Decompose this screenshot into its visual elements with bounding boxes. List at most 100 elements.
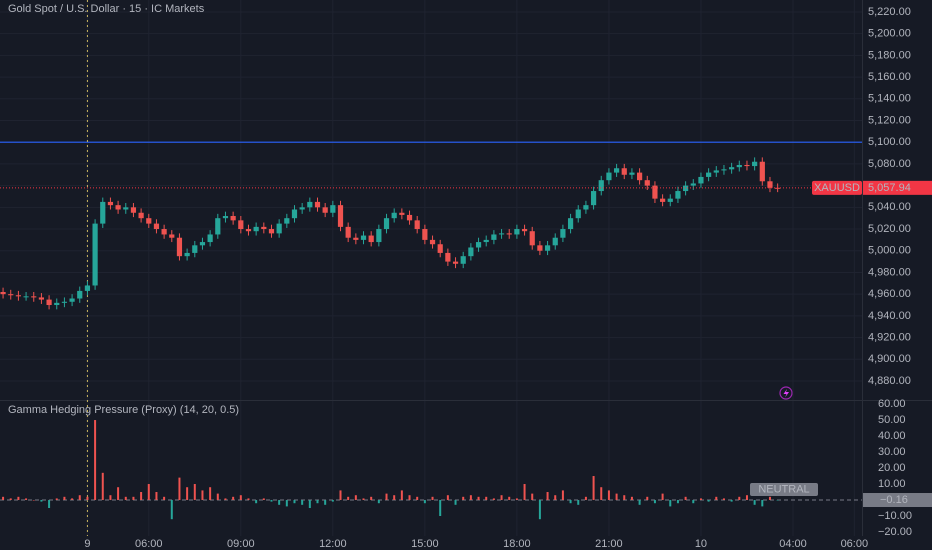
histogram-bar [262,498,265,501]
histogram-bar [354,495,357,501]
y-tick-label: 20.00 [878,462,906,474]
candle-body [498,233,505,235]
histogram-bar [232,496,235,501]
candle-body [583,205,589,210]
x-tick-label: 21:00 [595,538,623,550]
y-tick-label: 30.00 [878,446,906,458]
x-tick-label: 06:00 [841,538,869,550]
candle-body [399,212,405,215]
candle-body [613,168,620,173]
alert-icon[interactable] [779,386,793,400]
histogram-bar [669,500,672,507]
histogram-bar [40,500,43,502]
candle-body [391,212,397,219]
y-tick-label: 4,880.00 [868,375,911,387]
candle-body [560,229,566,238]
y-tick-label: 10.00 [878,478,906,490]
histogram-bar [761,500,764,507]
y-tick-label: 60.00 [878,398,906,410]
candle-body [514,229,520,235]
histogram-bar [124,496,127,501]
histogram-bar [239,495,242,501]
histogram-bar [9,498,12,501]
candle-body [706,172,712,177]
candle-body [759,161,765,182]
candle-body [61,301,68,303]
histogram-bar [676,500,679,504]
candle-body [537,245,543,251]
histogram-bar [707,500,710,502]
candle-body [521,229,528,232]
histogram-bar [661,493,664,501]
candle-body [230,216,236,221]
candle-body [307,201,313,208]
y-tick-label: 5,200.00 [868,28,911,40]
histogram-bar [339,490,342,501]
histogram-bar [48,500,51,509]
candle-body [721,169,727,171]
histogram-bar [469,495,472,501]
histogram-bar [500,495,503,501]
candle-body [31,296,37,298]
x-tick-label: 09:00 [227,538,255,550]
histogram-bar [515,498,518,501]
histogram-bar [32,500,35,501]
y-tick-label: 5,000.00 [868,245,911,257]
candle-body [46,299,52,306]
y-tick-label: 5,100.00 [868,136,911,148]
histogram-bar [745,495,748,501]
histogram-bar [400,490,403,501]
histogram-bar [255,500,258,504]
y-tick-label: 5,160.00 [868,71,911,83]
histogram-bar [546,492,549,501]
candle-body [368,235,374,243]
x-tick-label: 12:00 [319,538,347,550]
candle-body [360,235,367,240]
candle-body [123,207,129,210]
candle-body [414,220,420,230]
x-tick-label: 10 [695,538,707,550]
histogram-bar [423,500,426,504]
histogram-bar [630,496,633,501]
candle-body [146,218,152,224]
histogram-bar [607,490,610,501]
candle-body [291,209,298,219]
last-value-label: −0.16 [880,494,908,506]
symbol-label: XAUUSD [814,182,860,194]
candle-body [192,245,198,253]
histogram-bar [485,496,488,501]
histogram-bar [738,496,741,501]
x-tick-label: 06:00 [135,538,163,550]
histogram-bar [722,498,725,501]
candle-body [406,214,413,221]
y-tick-label: 5,080.00 [868,158,911,170]
candle-body [77,290,83,299]
histogram-bar [715,496,718,501]
x-tick-label: 18:00 [503,538,531,550]
y-tick-label: 5,040.00 [868,201,911,213]
y-tick-label: 4,980.00 [868,266,911,278]
histogram-bar [446,495,449,501]
candle-body [184,252,190,257]
candle-body [552,237,558,246]
y-tick-label: −20.00 [878,526,912,538]
histogram-bar [431,496,434,501]
histogram-bar [393,495,396,501]
candle-body [238,220,244,230]
candle-body [23,296,29,298]
histogram-bar [163,496,166,501]
histogram-bar [508,496,511,501]
candle-body [199,242,206,246]
histogram-bar [71,498,74,501]
candle-body [460,256,466,264]
histogram-bar [147,484,150,501]
candle-body [284,218,290,224]
candle-body [0,291,6,295]
histogram-bar [561,490,564,501]
y-tick-label: −10.00 [878,510,912,522]
histogram-bar [17,496,20,501]
histogram-bar [538,500,541,520]
candle-body [529,231,535,246]
candle-body [567,218,574,230]
